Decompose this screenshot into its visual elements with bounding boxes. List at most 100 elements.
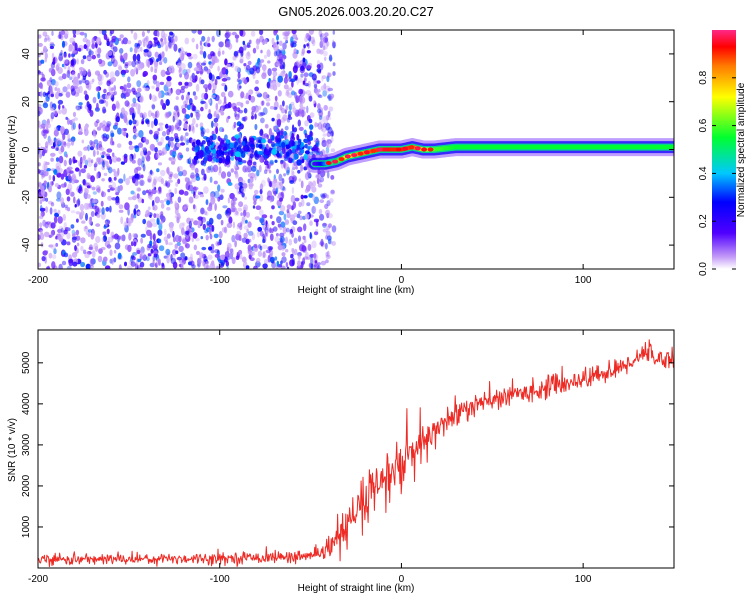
noise-blob — [131, 60, 136, 68]
noise-blob — [214, 253, 220, 258]
noise-blob — [111, 38, 116, 43]
noise-blob — [214, 249, 220, 254]
noise-blob — [205, 149, 211, 154]
noise-blob — [279, 135, 285, 139]
noise-blob — [70, 210, 76, 214]
noise-blob — [105, 160, 109, 168]
noise-blob — [98, 30, 103, 35]
noise-blob — [283, 161, 287, 170]
noise-blob — [311, 147, 316, 152]
noise-blob — [286, 166, 291, 174]
noise-blob — [78, 85, 83, 94]
noise-blob — [287, 157, 293, 163]
noise-blob — [271, 261, 276, 269]
noise-blob — [86, 194, 91, 199]
y-tick-label: 0 — [21, 146, 32, 152]
noise-blob — [188, 98, 193, 105]
noise-blob — [262, 233, 265, 241]
noise-blob — [213, 129, 217, 136]
noise-blob — [236, 230, 242, 236]
noise-blob — [276, 216, 282, 224]
noise-blob — [128, 175, 133, 180]
noise-blob — [74, 204, 77, 208]
noise-blob — [96, 102, 99, 111]
noise-blob — [181, 52, 185, 60]
noise-blob — [319, 176, 325, 183]
noise-blob — [326, 41, 330, 47]
noise-blob — [199, 45, 204, 51]
noise-blob — [67, 173, 71, 180]
noise-blob — [54, 138, 60, 146]
noise-blob — [283, 36, 289, 40]
noise-blob — [166, 207, 171, 211]
noise-blob — [132, 252, 138, 256]
noise-blob — [154, 63, 158, 71]
noise-blob — [302, 80, 306, 85]
noise-blob — [195, 83, 200, 92]
noise-blob — [109, 130, 114, 138]
noise-blob — [282, 131, 288, 136]
noise-blob — [204, 210, 207, 216]
noise-blob — [316, 147, 320, 154]
noise-blob — [38, 162, 41, 167]
noise-blob — [47, 37, 51, 42]
noise-blob — [87, 144, 90, 152]
noise-blob — [182, 222, 186, 226]
noise-blob — [326, 75, 330, 83]
noise-blob — [152, 222, 158, 228]
noise-blob — [179, 154, 184, 159]
noise-blob — [220, 188, 225, 193]
noise-blob — [112, 46, 118, 53]
noise-blob — [230, 155, 235, 161]
noise-blob — [166, 75, 172, 82]
signal-knot — [414, 146, 421, 151]
noise-blob — [306, 105, 309, 114]
noise-blob — [176, 119, 182, 126]
noise-blob — [54, 87, 58, 91]
noise-blob — [294, 166, 298, 170]
noise-blob — [108, 40, 113, 48]
noise-blob — [162, 33, 168, 38]
noise-blob — [50, 152, 56, 157]
noise-blob — [324, 37, 328, 44]
noise-blob — [111, 257, 114, 265]
noise-blob — [101, 154, 105, 159]
noise-blob — [151, 103, 156, 109]
noise-blob — [38, 169, 45, 176]
noise-blob — [233, 121, 237, 129]
noise-blob — [40, 59, 45, 64]
noise-blob — [315, 90, 320, 96]
noise-blob — [84, 79, 90, 86]
noise-blob — [239, 123, 244, 130]
noise-blob — [189, 231, 193, 238]
noise-blob — [61, 40, 66, 48]
noise-blob — [78, 67, 84, 71]
noise-blob — [257, 150, 263, 155]
noise-blob — [264, 160, 269, 166]
noise-blob — [191, 72, 196, 80]
noise-blob — [59, 126, 65, 134]
noise-blob — [132, 97, 137, 104]
noise-blob — [126, 88, 132, 94]
noise-blob — [149, 244, 153, 249]
noise-blob — [68, 53, 71, 58]
noise-blob — [183, 191, 189, 196]
noise-blob — [271, 67, 278, 72]
noise-blob — [153, 243, 159, 248]
x-tick-label: -200 — [28, 275, 48, 286]
noise-blob — [128, 140, 133, 146]
noise-blob — [222, 146, 228, 151]
noise-blob — [300, 89, 305, 98]
noise-blob — [123, 221, 128, 229]
noise-blob — [260, 49, 263, 54]
noise-blob — [98, 58, 103, 64]
noise-blob — [140, 174, 144, 179]
noise-blob — [258, 111, 264, 117]
noise-blob — [322, 90, 328, 97]
noise-blob — [245, 211, 250, 218]
noise-blob — [218, 166, 222, 174]
noise-blob — [89, 258, 95, 267]
noise-blob — [330, 175, 335, 180]
noise-blob — [91, 78, 95, 83]
